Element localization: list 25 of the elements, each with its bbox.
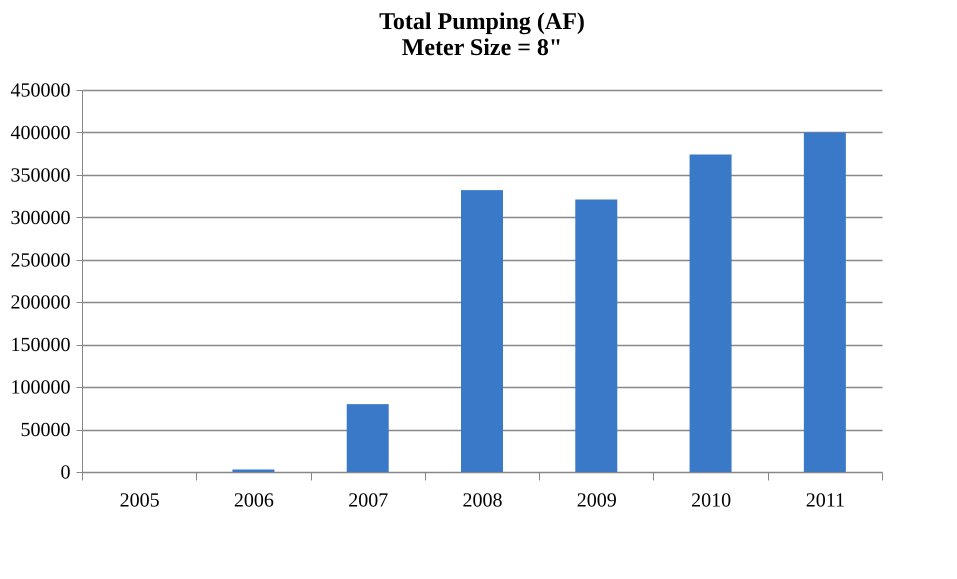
bar <box>575 200 618 472</box>
x-tick-label: 2011 <box>806 490 845 512</box>
x-tick-label: 2006 <box>234 490 274 512</box>
bar <box>346 404 389 472</box>
y-tick-label: 0 <box>60 462 70 484</box>
bar <box>690 154 732 472</box>
x-tick-label: 2008 <box>462 490 502 512</box>
bar <box>232 469 274 472</box>
text: Meter Size = 8" <box>402 35 562 61</box>
x-tick-label: 2009 <box>576 490 617 512</box>
text: Total Pumping (AF) <box>379 9 585 35</box>
y-tick-label: 450000 <box>10 80 70 102</box>
y-tick-label: 150000 <box>10 334 70 356</box>
y-tick-label: 100000 <box>10 376 70 399</box>
x-tick-label: 2005 <box>120 490 160 512</box>
y-tick-label: 200000 <box>10 292 70 314</box>
bar <box>461 190 503 472</box>
x-tick-label: 2010 <box>691 490 732 512</box>
y-tick-label: 250000 <box>10 249 70 272</box>
x-tick-label: 2007 <box>348 490 388 512</box>
bar <box>804 132 846 472</box>
y-tick-label: 350000 <box>10 164 70 186</box>
y-tick-label: 50000 <box>20 419 70 442</box>
y-tick-label: 400000 <box>10 122 70 144</box>
y-tick-label: 300000 <box>10 206 70 229</box>
